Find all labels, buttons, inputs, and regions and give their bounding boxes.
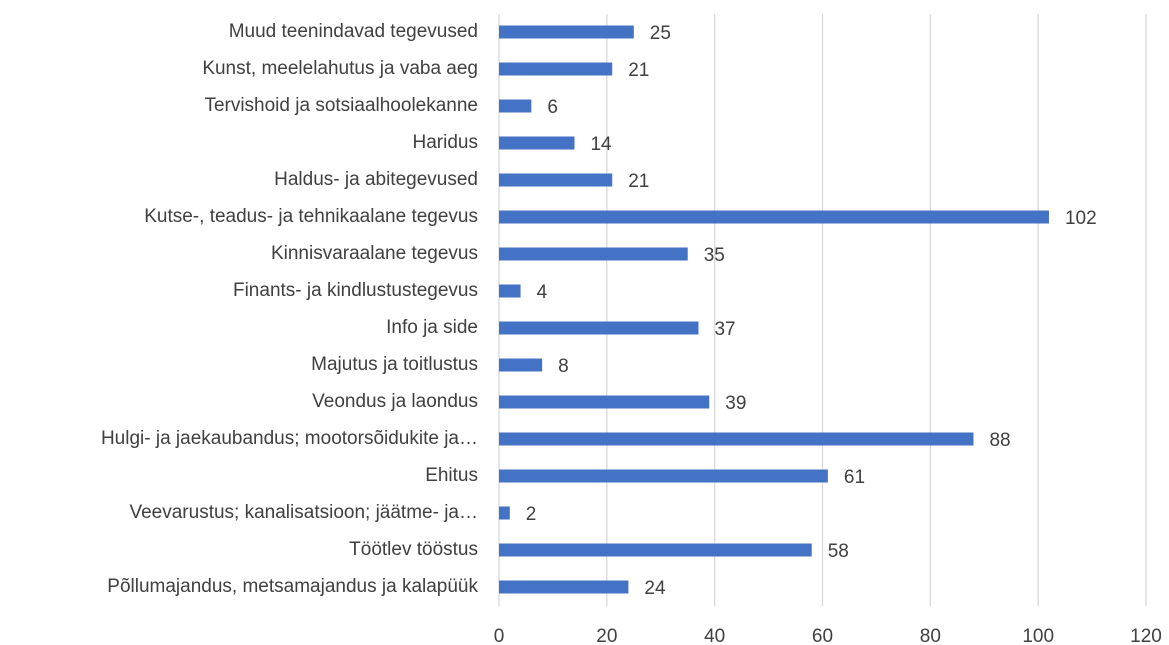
data-label: 37: [714, 319, 735, 340]
y-tick-label: Veevarustus; kanalisatsioon; jäätme- ja…: [129, 502, 478, 523]
x-tick-label: 40: [704, 626, 725, 645]
y-tick-label: Kutse-, teadus- ja tehnikaalane tegevus: [144, 206, 478, 227]
data-label: 8: [558, 356, 569, 377]
bar: [499, 284, 521, 298]
x-tick-label: 60: [812, 626, 833, 645]
bar: [499, 358, 543, 372]
data-label: 4: [537, 282, 548, 303]
bar: [499, 62, 613, 76]
bar: [499, 210, 1049, 224]
y-tick-label: Majutus ja toitlustus: [311, 354, 478, 375]
y-tick-label: Haridus: [413, 132, 478, 153]
y-tick-label: Ehitus: [425, 465, 478, 486]
y-tick-label: Hulgi- ja jaekaubandus; mootorsõidukite …: [101, 428, 478, 449]
data-label: 2: [526, 504, 537, 525]
bar: [499, 321, 699, 335]
x-tick-label: 20: [596, 626, 617, 645]
x-tick-label: 80: [920, 626, 941, 645]
bar: [499, 469, 828, 483]
data-label: 58: [828, 541, 849, 562]
y-tick-label: Veondus ja laondus: [312, 391, 478, 412]
bar: [499, 432, 974, 446]
y-tick-label: Kunst, meelelahutus ja vaba aeg: [202, 58, 478, 79]
bar: [499, 506, 510, 520]
data-label: 24: [644, 578, 666, 599]
data-label: 6: [547, 97, 558, 118]
data-label: 35: [704, 245, 725, 266]
data-label: 25: [650, 23, 671, 44]
data-label: 39: [725, 393, 746, 414]
data-label: 88: [989, 430, 1010, 451]
bar: [499, 395, 710, 409]
data-label: 21: [628, 171, 649, 192]
y-tick-label: Muud teenindavad tegevused: [229, 21, 478, 42]
bar: [499, 247, 688, 261]
bar: [499, 580, 629, 594]
x-tick-label: 0: [494, 626, 505, 645]
data-label: 61: [844, 467, 865, 488]
y-tick-label: Töötlev tööstus: [349, 539, 478, 560]
y-tick-label: Tervishoid ja sotsiaalhoolekanne: [204, 95, 478, 116]
data-label: 14: [590, 134, 612, 155]
x-tick-label: 120: [1130, 626, 1162, 645]
data-label: 21: [628, 60, 649, 81]
x-tick-label: 100: [1022, 626, 1054, 645]
bar: [499, 543, 812, 557]
bar: [499, 136, 575, 150]
y-tick-label: Finants- ja kindlustustegevus: [233, 280, 478, 301]
bar: [499, 173, 613, 187]
data-label: 102: [1065, 208, 1097, 229]
y-tick-label: Info ja side: [386, 317, 478, 338]
bar: [499, 99, 532, 113]
y-tick-label: Kinnisvaraalane tegevus: [271, 243, 478, 264]
y-tick-label: Põllumajandus, metsamajandus ja kalapüük: [107, 576, 478, 597]
y-tick-label: Haldus- ja abitegevused: [274, 169, 478, 190]
bar: [499, 25, 634, 39]
